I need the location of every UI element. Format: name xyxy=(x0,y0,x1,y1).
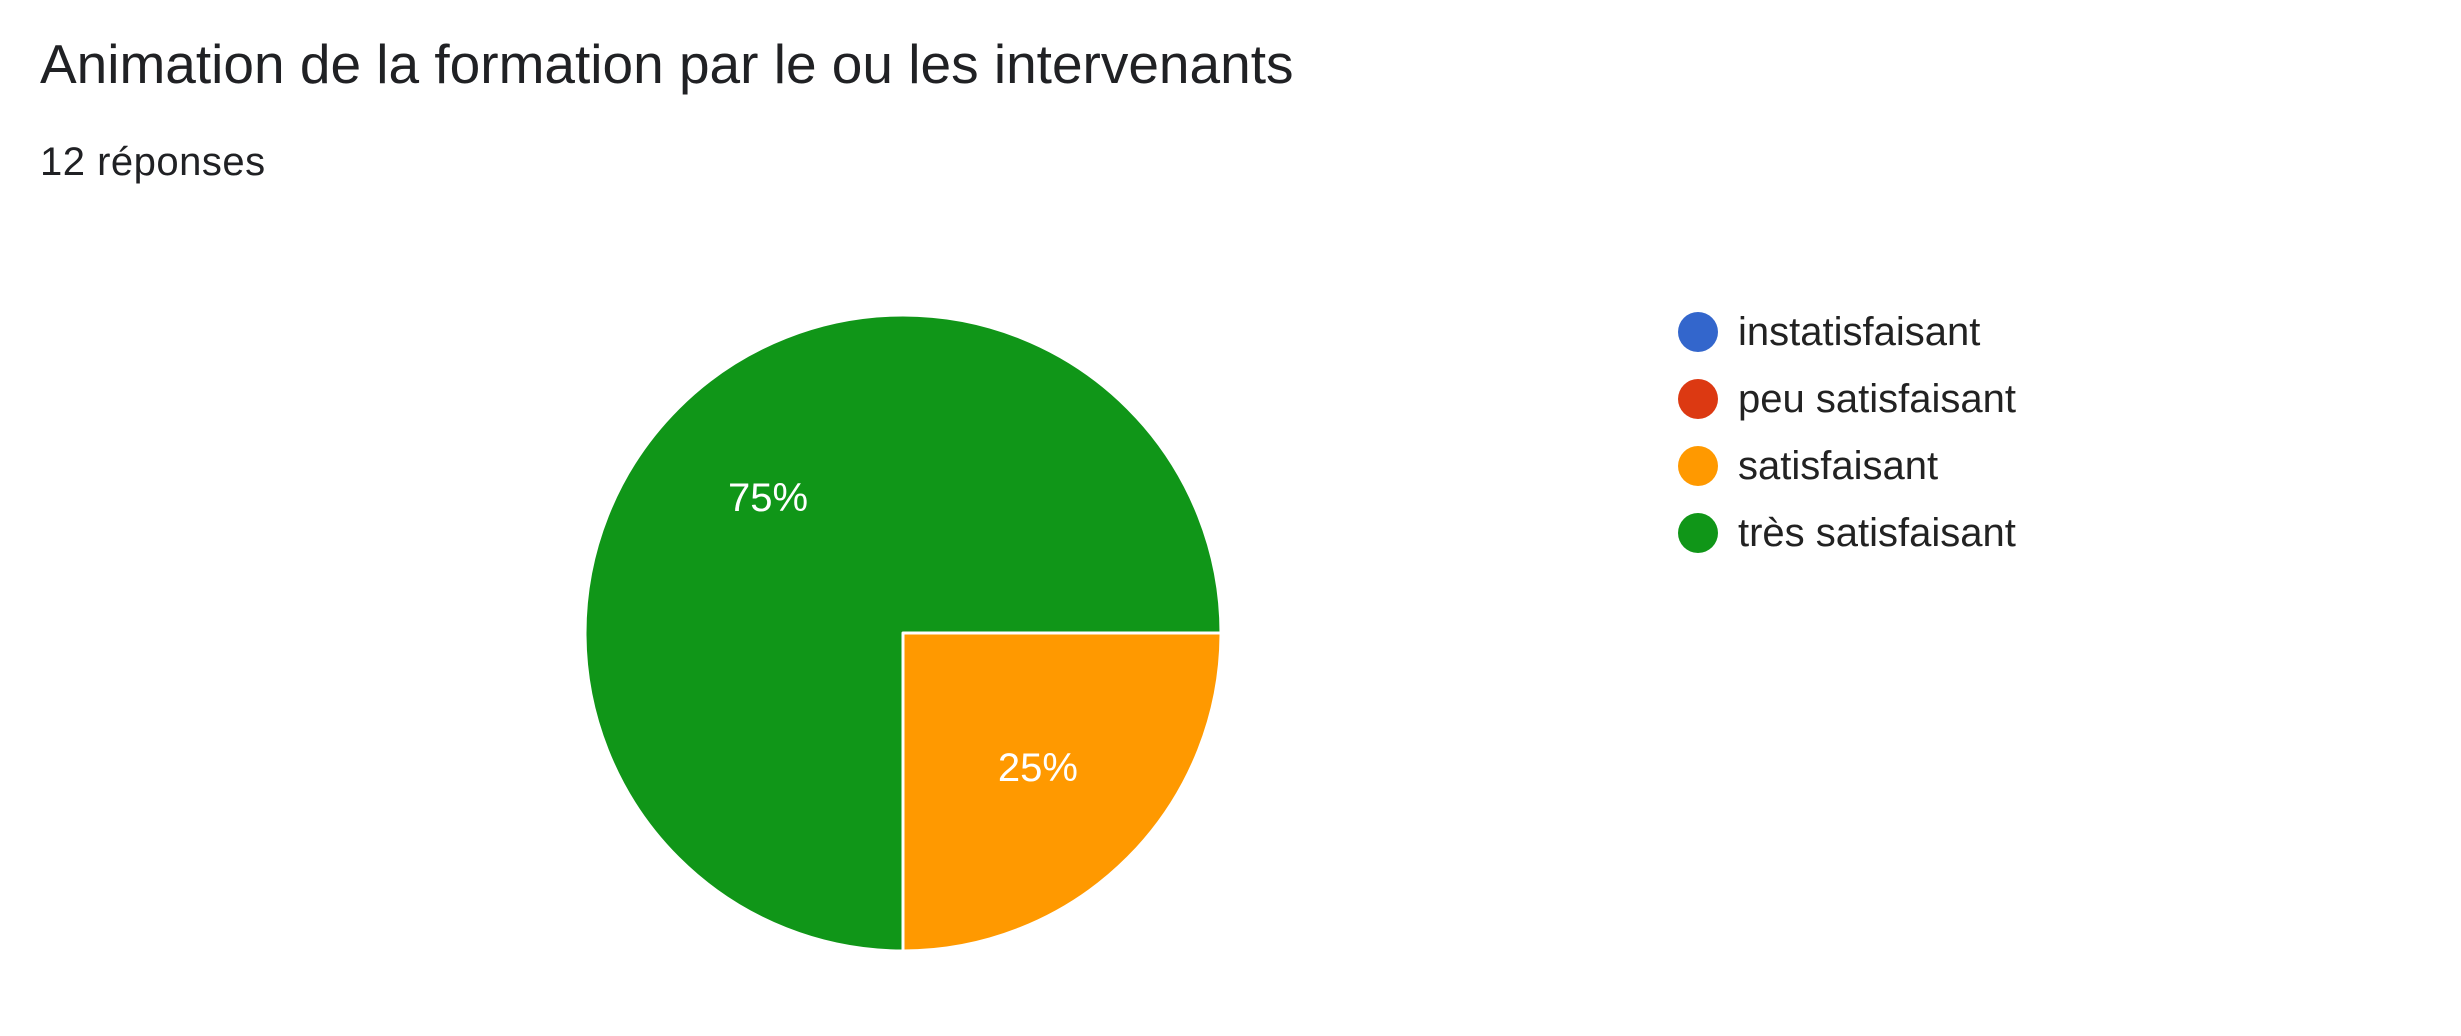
legend-label-tres-satisfaisant: très satisfaisant xyxy=(1738,511,2016,555)
legend-item-peu-satisfaisant[interactable]: peu satisfaisant xyxy=(1678,377,2016,421)
chart-legend[interactable]: instatisfaisant peu satisfaisant satisfais… xyxy=(1678,310,2016,555)
legend-label-instatisfaisant: instatisfaisant xyxy=(1738,310,1980,354)
legend-swatch-peu-satisfaisant xyxy=(1678,379,1718,419)
pie-slice-satisfaisant[interactable] xyxy=(901,631,1223,953)
response-count: 12 réponses xyxy=(40,140,266,184)
pie-slice-labels: 25% 75% xyxy=(728,476,1078,790)
pie-slices xyxy=(583,313,1223,953)
legend-swatch-tres-satisfaisant xyxy=(1678,513,1718,553)
pie-slice-tres-satisfaisant[interactable] xyxy=(583,313,1223,953)
legend-item-satisfaisant[interactable]: satisfaisant xyxy=(1678,444,1938,488)
legend-label-peu-satisfaisant: peu satisfaisant xyxy=(1738,377,2016,421)
slice-label-satisfaisant: 25% xyxy=(998,746,1078,790)
legend-swatch-instatisfaisant xyxy=(1678,312,1718,352)
legend-label-satisfaisant: satisfaisant xyxy=(1738,444,1938,488)
legend-item-tres-satisfaisant[interactable]: très satisfaisant xyxy=(1678,511,2016,555)
slice-label-tres-satisfaisant: 75% xyxy=(728,476,808,520)
chart-title: Animation de la formation par le ou les … xyxy=(40,33,1294,95)
legend-item-instatisfaisant[interactable]: instatisfaisant xyxy=(1678,310,1980,354)
legend-swatch-satisfaisant xyxy=(1678,446,1718,486)
